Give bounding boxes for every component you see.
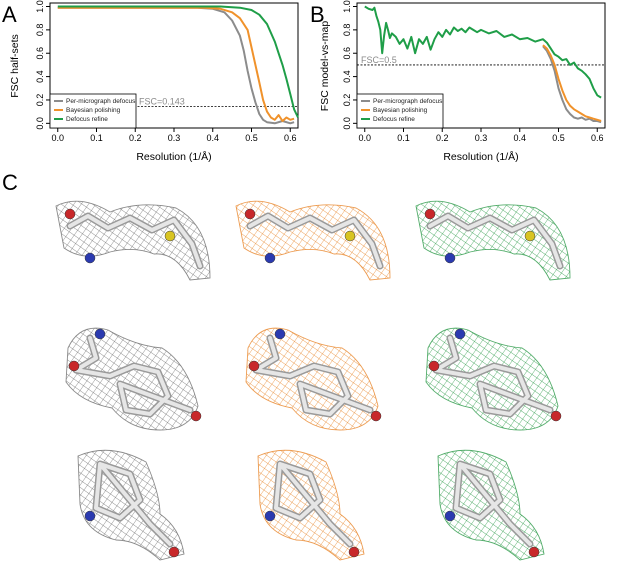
- atom: [528, 546, 540, 558]
- density-map-tyrosine-defocus-refine: [425, 327, 562, 431]
- legend-entry: Per-micrograph defocus: [373, 98, 443, 105]
- x-tick-label: 0.3: [475, 133, 488, 143]
- density-map-proline-bayesian-polishing: [257, 449, 365, 561]
- y-tick-label: 0.2: [35, 94, 45, 107]
- x-tick-label: 0.6: [284, 133, 297, 143]
- atom: [444, 252, 456, 264]
- x-tick-label: 0.5: [552, 133, 565, 143]
- y-tick-label: 0.2: [342, 94, 352, 107]
- stick-model: [68, 214, 202, 268]
- y-tick-label: 0.8: [342, 24, 352, 37]
- x-tick-label: 0.3: [168, 133, 181, 143]
- density-map-tyrosine-bayesian-polishing: [245, 327, 382, 431]
- density-map-methionine-per-micrograph-defocus: [55, 200, 211, 281]
- legend-entry: Bayesian polishing: [373, 107, 428, 114]
- atom: [444, 510, 456, 522]
- x-tick-label: 0.2: [436, 133, 449, 143]
- legend-box: [49, 93, 137, 129]
- series-line-1: [542, 44, 602, 122]
- density-map-tyrosine-per-micrograph-defocus: [65, 327, 202, 431]
- legend-entry: Defocus refine: [373, 116, 415, 123]
- x-tick-label: 0.6: [591, 133, 604, 143]
- atom: [264, 510, 276, 522]
- mesh-envelope: [425, 327, 559, 431]
- atom: [370, 410, 382, 422]
- x-tick-label: 0.1: [397, 133, 410, 143]
- x-tick-label: 0.1: [90, 133, 103, 143]
- atom: [84, 252, 96, 264]
- series-line-2: [57, 5, 299, 118]
- density-map-proline-per-micrograph-defocus: [77, 449, 185, 561]
- stick-model: [248, 214, 382, 268]
- stick-model: [434, 336, 552, 416]
- atom: [454, 328, 466, 340]
- y-tick-label: 1.0: [342, 0, 352, 13]
- threshold-label: FSC=0.143: [139, 97, 185, 107]
- x-axis-label: Resolution (1/Å): [136, 150, 211, 163]
- atom: [164, 230, 176, 242]
- y-axis-label: FSC model-vs-map: [319, 21, 331, 112]
- y-tick-label: 0.6: [342, 47, 352, 60]
- y-axis-label: FSC half-sets: [9, 34, 21, 98]
- series-line-0: [542, 45, 602, 124]
- atom: [64, 208, 76, 220]
- atom: [94, 328, 106, 340]
- x-tick-label: 0.0: [51, 133, 64, 143]
- y-tick-label: 0.4: [35, 70, 45, 83]
- y-tick-label: 0.0: [35, 117, 45, 130]
- y-tick-label: 0.6: [35, 47, 45, 60]
- atom: [168, 546, 180, 558]
- atom: [190, 410, 202, 422]
- x-tick-label: 0.5: [245, 133, 258, 143]
- x-tick-label: 0.2: [129, 133, 142, 143]
- atom: [348, 546, 360, 558]
- panel-letter-c: C: [2, 170, 18, 195]
- density-map-proline-defocus-refine: [437, 449, 545, 561]
- stick-model: [94, 462, 172, 546]
- atom: [84, 510, 96, 522]
- atom: [424, 208, 436, 220]
- y-tick-label: 0.0: [342, 117, 352, 130]
- panel-letter-b: B: [310, 2, 325, 27]
- atom: [68, 360, 80, 372]
- stick-model: [254, 336, 372, 416]
- stick-model: [274, 462, 352, 546]
- stick-model: [428, 214, 562, 268]
- atom: [344, 230, 356, 242]
- atom: [244, 208, 256, 220]
- atom: [524, 230, 536, 242]
- y-tick-label: 1.0: [35, 0, 45, 13]
- series-line-0: [57, 6, 295, 125]
- stick-model: [454, 462, 532, 546]
- series-line-2: [364, 5, 602, 99]
- series-line-1: [57, 6, 295, 122]
- y-tick-label: 0.8: [35, 24, 45, 37]
- mesh-envelope: [65, 327, 199, 431]
- x-tick-label: 0.0: [358, 133, 371, 143]
- panel-letter-a: A: [2, 2, 17, 27]
- legend-box: [356, 93, 444, 129]
- legend-entry: Bayesian polishing: [66, 107, 121, 114]
- chart-fsc-model-vs-map: 0.0 0.1 0.2 0.3 0.4 0.5 0.60.00.20.40.60.81.0 …: [319, 0, 606, 163]
- chart-fsc-half-sets: 0.0 0.1 0.2 0.3 0.4 0.5 0.60.00.20.40.60.81.0 …: [9, 0, 299, 163]
- x-tick-label: 0.4: [513, 133, 526, 143]
- x-axis-label: Resolution (1/Å): [443, 150, 518, 163]
- legend-entry: Per-micrograph defocus: [66, 98, 136, 105]
- mesh-envelope: [245, 327, 379, 431]
- threshold-label: FSC=0.5: [361, 55, 397, 65]
- atom: [264, 252, 276, 264]
- density-map-methionine-bayesian-polishing: [235, 200, 391, 281]
- atom: [248, 360, 260, 372]
- y-tick-label: 0.4: [342, 70, 352, 83]
- x-tick-label: 0.4: [206, 133, 219, 143]
- atom: [550, 410, 562, 422]
- atom: [428, 360, 440, 372]
- density-map-grid: [55, 200, 571, 561]
- density-map-methionine-defocus-refine: [415, 200, 571, 281]
- stick-model: [74, 336, 192, 416]
- legend-entry: Defocus refine: [66, 116, 108, 123]
- atom: [274, 328, 286, 340]
